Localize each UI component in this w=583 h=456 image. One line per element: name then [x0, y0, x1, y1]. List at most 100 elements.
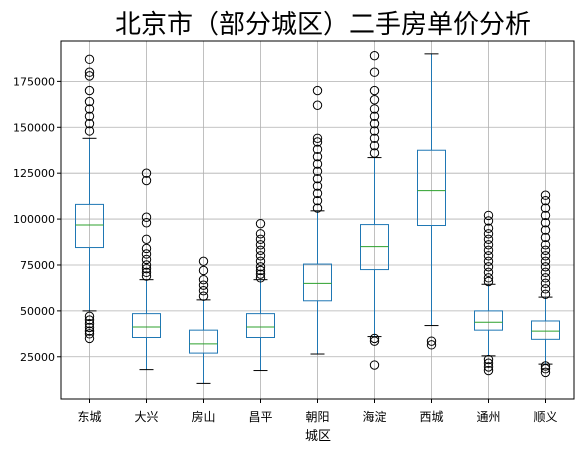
iqr-box	[132, 313, 161, 338]
outlier-point	[540, 245, 551, 255]
outlier-point	[312, 144, 323, 155]
outlier-point	[483, 273, 494, 283]
outlier-point	[141, 260, 152, 270]
box-group-房山	[189, 256, 218, 384]
box-group-东城	[75, 54, 104, 344]
outlier-point	[198, 256, 209, 267]
box-group-朝阳	[303, 85, 332, 355]
x-tick-label: 房山	[191, 409, 215, 424]
outlier-point	[255, 265, 266, 276]
outlier-point	[198, 285, 209, 296]
iqr-box	[246, 313, 275, 338]
outlier-point	[540, 256, 551, 267]
chart-title: 北京市（部分城区）二手房单价分析	[115, 10, 531, 40]
outlier-point	[84, 104, 95, 114]
x-tick-label: 顺义	[533, 410, 557, 424]
box-group-西城	[417, 53, 446, 350]
iqr-box	[417, 149, 446, 227]
outlier-point	[483, 365, 494, 376]
outlier-point	[312, 181, 323, 191]
outlier-point	[312, 173, 323, 184]
outlier-point	[255, 251, 266, 261]
x-tick-label: 海淀	[362, 409, 386, 424]
outlier-point	[198, 265, 209, 276]
boxes-layer	[75, 50, 560, 384]
x-tick-label: 昌平	[248, 410, 272, 424]
outlier-point	[540, 218, 551, 228]
outlier-point	[255, 218, 266, 229]
outlier-point	[369, 360, 380, 370]
outlier-point	[483, 251, 494, 261]
outlier-point	[483, 267, 494, 278]
outlier-point	[141, 175, 152, 186]
outlier-point	[84, 71, 95, 81]
outlier-point	[369, 85, 380, 96]
y-tick-label: 100000	[13, 213, 55, 226]
outlier-point	[483, 223, 494, 233]
outlier-point	[198, 291, 209, 301]
box-group-顺义	[531, 190, 560, 378]
outlier-point	[369, 118, 380, 129]
y-tick-label: 175000	[13, 75, 55, 88]
outlier-point	[84, 326, 95, 336]
outlier-point	[540, 367, 551, 378]
outlier-point	[84, 118, 95, 129]
x-axis-label: 城区	[305, 429, 331, 444]
outlier-point	[84, 315, 95, 325]
outlier-point	[540, 262, 551, 272]
outlier-point	[312, 203, 323, 213]
outlier-point	[483, 240, 494, 250]
outlier-point	[369, 67, 380, 77]
outlier-point	[369, 104, 380, 114]
outlier-point	[141, 267, 152, 278]
box-group-昌平	[246, 218, 275, 372]
outlier-point	[255, 234, 266, 244]
outlier-point	[141, 263, 152, 274]
outlier-point	[369, 126, 380, 136]
outlier-point	[540, 210, 551, 221]
outlier-point	[540, 364, 551, 374]
box-group-海淀	[360, 50, 389, 370]
y-axis: 25000 50000 75000 100000 125000 150000 175000	[13, 75, 61, 364]
y-tick-label: 75000	[20, 259, 55, 272]
outlier-point	[369, 140, 380, 151]
outlier-point	[483, 362, 494, 372]
x-tick-label: 西城	[419, 410, 443, 424]
outlier-point	[255, 262, 266, 272]
outlier-point	[426, 340, 437, 350]
outlier-point	[540, 267, 551, 278]
outlier-point	[369, 95, 380, 105]
outlier-point	[369, 50, 380, 61]
outlier-point	[255, 256, 266, 267]
outlier-point	[141, 212, 152, 222]
outlier-point	[255, 229, 266, 239]
outlier-point	[141, 168, 152, 178]
outlier-point	[84, 126, 95, 136]
outlier-point	[483, 358, 494, 368]
iqr-box	[531, 320, 560, 340]
outlier-point	[198, 274, 209, 285]
outlier-point	[540, 196, 551, 206]
x-tick-label: 通州	[476, 410, 500, 424]
outlier-point	[540, 361, 551, 371]
outlier-point	[84, 96, 95, 107]
outlier-point	[540, 289, 551, 300]
y-tick-label: 25000	[20, 351, 55, 364]
outlier-point	[141, 243, 152, 254]
outlier-point	[84, 311, 95, 322]
y-tick-label: 50000	[20, 305, 55, 318]
outlier-point	[483, 245, 494, 255]
outlier-point	[312, 196, 323, 206]
outlier-point	[84, 54, 95, 65]
iqr-box	[75, 203, 104, 249]
outlier-point	[540, 190, 551, 200]
outlier-point	[540, 203, 551, 213]
outlier-point	[84, 85, 95, 96]
outlier-point	[84, 333, 95, 344]
outlier-point	[540, 273, 551, 283]
outlier-point	[312, 85, 323, 96]
outlier-point	[483, 210, 494, 221]
outlier-point	[369, 336, 380, 346]
outlier-point	[141, 234, 152, 244]
